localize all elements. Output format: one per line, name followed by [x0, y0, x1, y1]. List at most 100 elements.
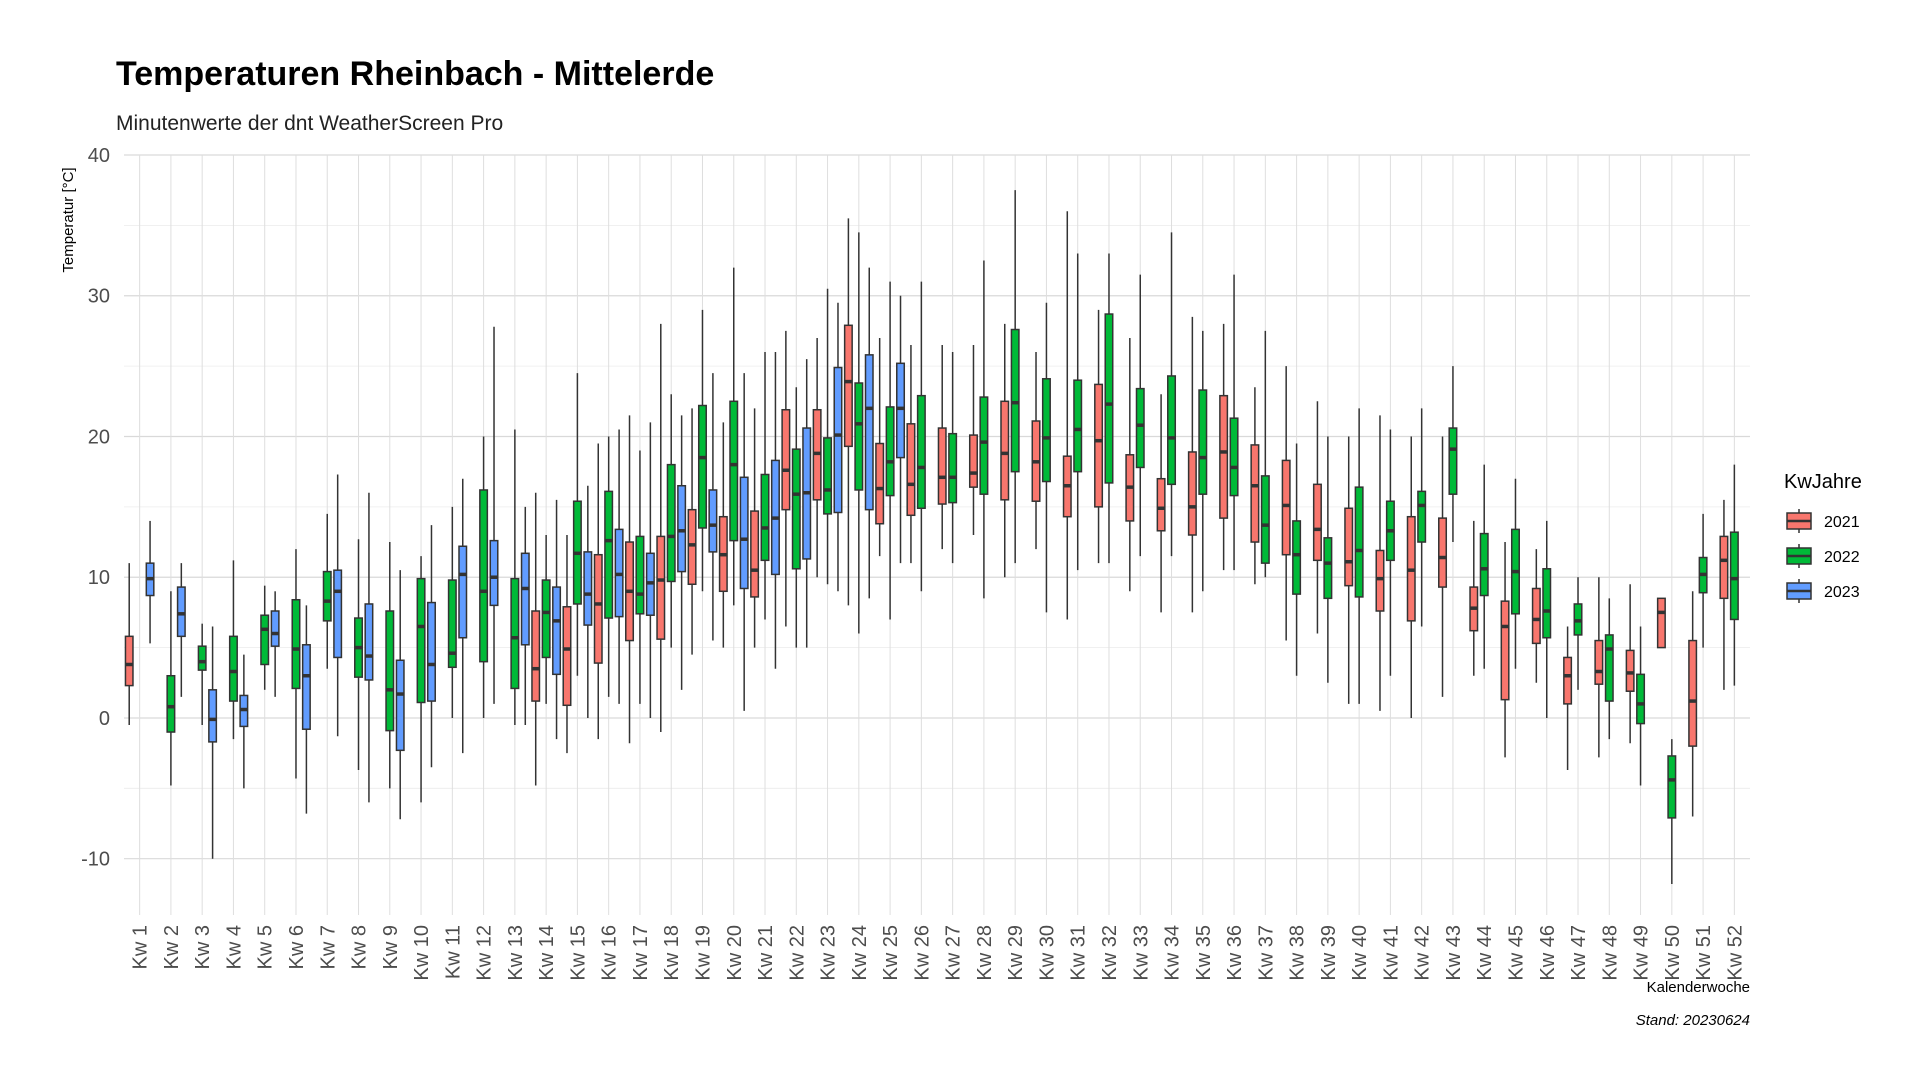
box: [197, 645, 207, 671]
x-tick-label: Kw 15: [567, 925, 589, 981]
box: [739, 476, 749, 590]
box: [968, 434, 978, 488]
box: [1187, 451, 1197, 536]
x-tick-label: Kw 6: [286, 925, 308, 969]
x-tick-label: Kw 5: [255, 925, 277, 969]
box-2022-Kw-23: [823, 288, 833, 585]
box-2023-Kw-7: [333, 474, 343, 737]
legend-title: KwJahre: [1784, 471, 1862, 493]
box: [364, 603, 374, 681]
box: [1448, 427, 1458, 495]
box-2023-Kw-14: [552, 499, 562, 740]
box: [385, 610, 395, 732]
box-2021-Kw-18: [656, 323, 666, 733]
box: [656, 535, 666, 640]
chart-title: Temperaturen Rheinbach - Mittelerde: [116, 55, 714, 93]
box: [896, 362, 906, 459]
box: [541, 579, 551, 659]
box-2022-Kw-20: [729, 267, 739, 606]
x-tick-label: Kw 35: [1193, 925, 1215, 981]
x-tick-label: Kw 24: [849, 925, 871, 981]
box-2023-Kw-3: [208, 626, 218, 859]
box: [791, 448, 801, 570]
x-tick-label: Kw 1: [130, 925, 152, 969]
box-2023-Kw-4: [239, 654, 249, 789]
box-2022-Kw-12: [479, 436, 489, 718]
box-2023-Kw-8: [364, 492, 374, 803]
box: [1656, 597, 1666, 649]
box-2022-Kw-35: [1198, 330, 1208, 592]
box: [635, 535, 645, 615]
box-2021-Kw-52: [1719, 499, 1729, 690]
box-2022-Kw-25: [885, 281, 895, 620]
box-2021-Kw-26: [906, 345, 916, 564]
x-tick-label: Kw 22: [786, 925, 808, 981]
box: [1438, 517, 1448, 588]
x-tick-label: Kw 30: [1036, 925, 1058, 981]
x-tick-label: Kw 51: [1693, 925, 1715, 981]
box: [1292, 520, 1302, 595]
x-tick-label: Kw 44: [1474, 925, 1496, 981]
x-tick-label: Kw 39: [1318, 925, 1340, 981]
box-2022-Kw-9: [385, 542, 395, 789]
box: [583, 551, 593, 626]
box: [1729, 531, 1739, 621]
box-2023-Kw-16: [614, 429, 624, 704]
x-tick-label: Kw 47: [1568, 925, 1590, 981]
box: [843, 324, 853, 448]
x-tick-label: Kw 2: [161, 925, 183, 969]
box-2023-Kw-10: [426, 525, 436, 768]
legend-item-2022: 2022: [1786, 544, 1860, 568]
box: [1094, 383, 1104, 508]
box-2022-Kw-8: [354, 539, 364, 771]
box: [677, 484, 687, 573]
x-tick-label: Kw 21: [755, 925, 777, 981]
box: [176, 586, 186, 638]
x-tick-label: Kw 8: [349, 925, 371, 969]
x-tick-label: Kw 48: [1599, 925, 1621, 981]
box-2022-Kw-39: [1323, 436, 1333, 683]
box: [864, 354, 874, 511]
box: [1625, 649, 1635, 692]
box-2022-Kw-3: [197, 623, 207, 725]
box-2022-Kw-29: [1010, 190, 1020, 564]
box-2021-Kw-34: [1156, 394, 1166, 613]
box: [1281, 459, 1291, 556]
box-2022-Kw-2: [166, 591, 176, 786]
box-2021-Kw-50: [1656, 597, 1666, 649]
box-2022-Kw-6: [291, 549, 301, 779]
x-tick-label: Kw 38: [1287, 925, 1309, 981]
box-2022-Kw-13: [510, 429, 520, 725]
box: [948, 432, 958, 504]
box-2021-Kw-35: [1187, 316, 1197, 613]
box: [885, 406, 895, 497]
box-2023-Kw-24: [864, 267, 874, 599]
box: [1156, 477, 1166, 532]
box: [875, 442, 885, 525]
box-2023-Kw-21: [770, 352, 780, 669]
box: [520, 552, 530, 646]
box-2022-Kw-46: [1542, 520, 1552, 718]
x-tick-label: Kw 9: [380, 925, 402, 969]
box-2022-Kw-26: [916, 281, 926, 592]
box-2023-Kw-1: [145, 520, 155, 644]
legend-label: 2023: [1824, 584, 1860, 601]
x-tick-label: Kw 19: [692, 925, 714, 981]
box: [687, 508, 697, 586]
box: [760, 473, 770, 562]
box: [979, 396, 989, 495]
box-2022-Kw-21: [760, 352, 770, 620]
box-2021-Kw-15: [562, 535, 572, 754]
chart-caption: Stand: 20230624: [1636, 1012, 1750, 1029]
box: [1604, 634, 1614, 702]
grid: [124, 154, 1750, 915]
box: [1073, 379, 1083, 473]
box: [1542, 568, 1552, 639]
box: [1219, 394, 1229, 519]
box-2022-Kw-19: [697, 309, 707, 592]
box-2021-Kw-33: [1125, 337, 1135, 592]
box-2022-Kw-43: [1448, 366, 1458, 543]
boxplots: [124, 190, 1739, 885]
box-2021-Kw-21: [750, 408, 760, 648]
